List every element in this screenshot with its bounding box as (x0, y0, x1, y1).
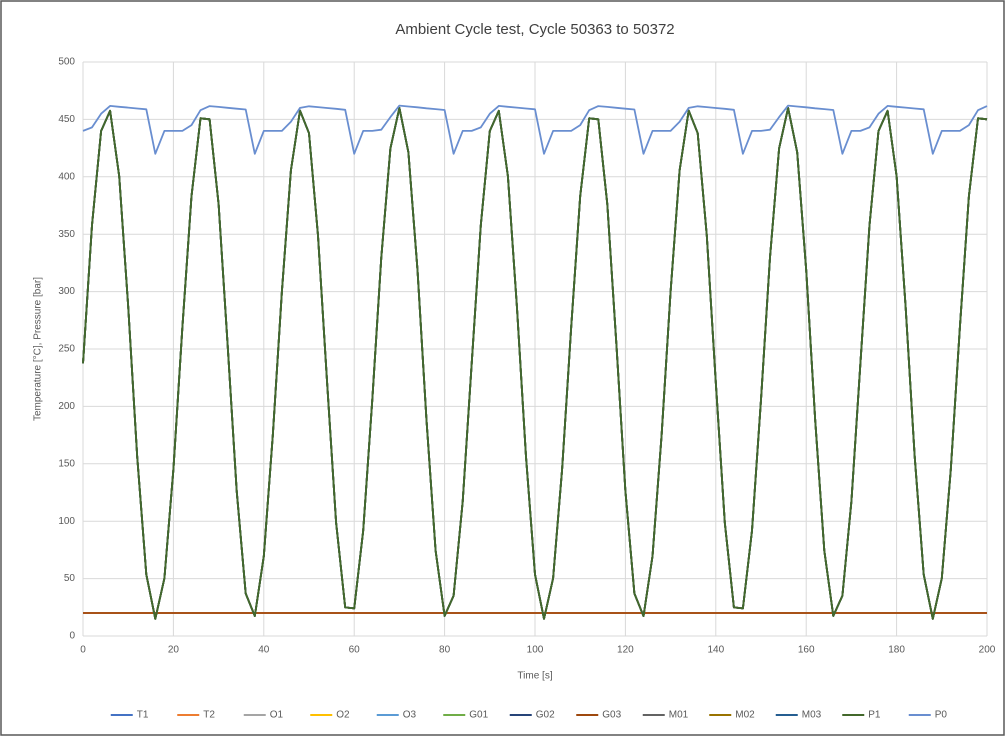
x-tick-label: 200 (979, 645, 996, 656)
legend-label: P1 (868, 710, 881, 721)
y-tick-label: 100 (58, 516, 75, 527)
legend-label: G03 (602, 710, 621, 721)
x-tick-label: 160 (798, 645, 815, 656)
y-tick-label: 450 (58, 114, 75, 125)
x-tick-label: 0 (80, 645, 86, 656)
legend-label: T1 (137, 710, 149, 721)
x-tick-label: 20 (168, 645, 180, 656)
legend-label: M03 (802, 710, 822, 721)
series-line (82, 104, 988, 155)
legend-label: O2 (336, 710, 350, 721)
x-tick-label: 60 (349, 645, 361, 656)
x-axis-label: Time [s] (517, 671, 552, 682)
chart-title: Ambient Cycle test, Cycle 50363 to 50372 (395, 21, 674, 38)
y-tick-label: 400 (58, 171, 75, 182)
legend-label: G02 (536, 710, 555, 721)
x-tick-label: 80 (439, 645, 451, 656)
x-tick-label: 100 (527, 645, 544, 656)
y-tick-label: 300 (58, 286, 75, 297)
legend-label: T2 (203, 710, 215, 721)
legend-label: O3 (403, 710, 417, 721)
y-tick-label: 250 (58, 344, 75, 355)
legend-label: P0 (935, 710, 948, 721)
y-tick-label: 150 (58, 458, 75, 469)
legend-label: M02 (735, 710, 755, 721)
y-axis-label: Temperature [°C], Pressure [bar] (33, 277, 44, 421)
y-tick-label: 0 (69, 631, 75, 642)
legend-label: G01 (469, 710, 488, 721)
y-tick-label: 200 (58, 401, 75, 412)
y-tick-label: 350 (58, 229, 75, 240)
legend-label: O1 (270, 710, 284, 721)
x-tick-label: 180 (888, 645, 905, 656)
series-line (82, 107, 988, 620)
x-tick-label: 120 (617, 645, 634, 656)
x-tick-label: 140 (707, 645, 724, 656)
x-tick-label: 40 (258, 645, 270, 656)
legend-label: M01 (669, 710, 689, 721)
y-tick-label: 500 (58, 57, 75, 68)
y-tick-label: 50 (64, 573, 76, 584)
